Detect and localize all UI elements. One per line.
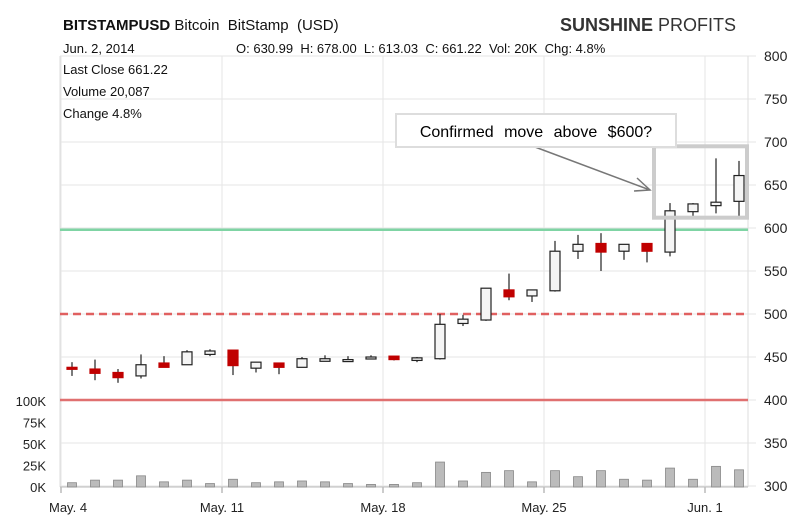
annotation-arrow (534, 146, 651, 191)
candle-body (181, 351, 193, 366)
candle-body (526, 289, 538, 297)
arrow-head-icon (633, 177, 652, 192)
volume-bar (366, 484, 376, 488)
candle-body (480, 287, 492, 321)
price-tick-label: 350 (764, 435, 788, 451)
x-tick-label: May. 11 (200, 500, 244, 515)
date-label: Jun. 2, 2014 (63, 41, 135, 56)
volume-bar (320, 481, 330, 488)
volume-bar (642, 479, 652, 488)
ohlc-readout: O: 630.99 H: 678.00 L: 613.03 C: 661.22 … (236, 41, 606, 56)
price-tick-label: 550 (764, 263, 788, 279)
volume-bar (504, 470, 514, 488)
candle-body (434, 323, 446, 360)
volume-bar (159, 481, 169, 488)
candle-body (227, 349, 239, 367)
candle-body (135, 364, 147, 377)
volume-bar (550, 470, 560, 488)
volume-bar (573, 476, 583, 488)
price-tick-label: 600 (764, 220, 788, 236)
candle-body (66, 366, 78, 370)
highlight-box (652, 144, 749, 220)
volume-bar (182, 479, 192, 488)
volume-bar (297, 480, 307, 488)
volume-bar (458, 480, 468, 488)
candle-body (89, 368, 101, 374)
candle-body (319, 358, 331, 362)
price-tick-label: 800 (764, 48, 788, 64)
volume-bar (688, 478, 698, 488)
candle-body (710, 201, 722, 207)
candle-body (204, 350, 216, 356)
candle-body (549, 250, 561, 292)
candle-body (641, 242, 653, 252)
candle-body (411, 357, 423, 362)
volume-bar (527, 481, 537, 488)
volume-tick-label: 100K (16, 394, 47, 409)
instrument-name: Bitcoin BitStamp (USD) (174, 17, 339, 34)
candle-body (572, 243, 584, 252)
price-tick-label: 700 (764, 134, 788, 150)
volume-bar (205, 483, 215, 488)
candle-body (503, 289, 515, 298)
candle-body (112, 371, 124, 379)
candle-body (388, 355, 400, 361)
volume-bar (596, 470, 606, 488)
candle-body (595, 242, 607, 253)
volume-bar (90, 479, 100, 488)
candle-body (273, 362, 285, 368)
candle-body (618, 243, 630, 252)
annotation-box: Confirmed move above $600? (395, 113, 677, 148)
symbol: BITSTAMPUSD (63, 17, 171, 34)
price-tick-label: 450 (764, 349, 788, 365)
volume-bar (389, 484, 399, 488)
candle-body (457, 318, 469, 325)
volume-tick-label: 25K (23, 459, 46, 474)
x-tick-label: May. 18 (360, 500, 405, 515)
price-tick-label: 500 (764, 306, 788, 322)
x-tick-label: Jun. 1 (687, 500, 722, 515)
x-tick-label: May. 25 (521, 500, 566, 515)
volume-bar (113, 479, 123, 488)
volume-tick-label: 0K (30, 480, 46, 495)
volume-bar (343, 483, 353, 488)
candle-body (664, 210, 676, 253)
volume-bar (734, 469, 744, 488)
price-tick-label: 750 (764, 91, 788, 107)
volume-bar (67, 482, 77, 488)
volume-bar (481, 471, 491, 488)
candle-body (158, 362, 170, 368)
candle-body (365, 356, 377, 360)
price-tick-label: 300 (764, 478, 788, 494)
volume-tick-label: 75K (23, 416, 46, 431)
candle-body (687, 203, 699, 213)
volume-bar (251, 482, 261, 488)
candle-body (250, 361, 262, 369)
x-tick-label: May. 4 (49, 500, 87, 515)
brand-logo: SUNSHINE PROFITS (560, 15, 737, 35)
volume-bar (274, 481, 284, 488)
candle-body (296, 358, 308, 368)
price-tick-label: 400 (764, 392, 788, 408)
change-info: Change 4.8% (63, 106, 142, 121)
volume-info: Volume 20,087 (63, 84, 150, 99)
volume-bar (665, 467, 675, 488)
volume-bar (619, 478, 629, 488)
price-tick-label: 650 (764, 177, 788, 193)
volume-bar (711, 465, 721, 488)
volume-tick-label: 50K (23, 437, 46, 452)
last-close: Last Close 661.22 (63, 62, 168, 77)
volume-bar (136, 475, 146, 488)
volume-bar (412, 482, 422, 488)
candle-body (342, 358, 354, 363)
candle-body (733, 174, 745, 202)
volume-bar (228, 478, 238, 488)
chart-title: BITSTAMPUSD Bitcoin BitStamp (USD) (63, 17, 339, 34)
volume-bar (435, 461, 445, 488)
